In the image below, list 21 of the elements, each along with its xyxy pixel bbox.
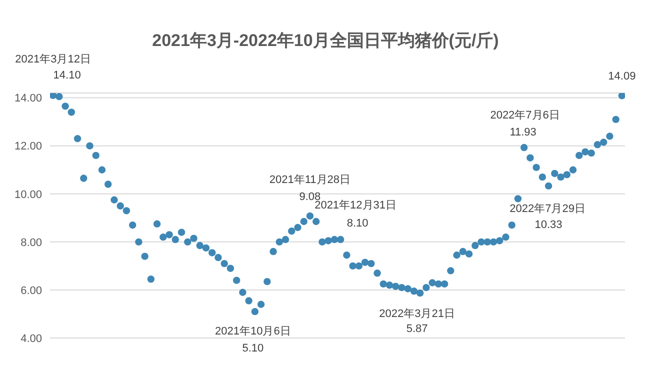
y-tick-label: 4.00 [20, 332, 42, 345]
chart-title: 2021年3月-2022年10月全国日平均猪价(元/斤) [151, 30, 500, 52]
annotation: 2022年7月29日 [510, 202, 586, 215]
data-label: 11.93 [510, 126, 536, 138]
data-label: 8.10 [346, 217, 368, 230]
y-tick-label: 8.00 [20, 236, 42, 249]
annotation: 2021年12月31日 [314, 199, 397, 212]
data-label: 5.87 [406, 322, 428, 335]
data-label: 14.09 [608, 70, 636, 83]
data-label: 10.33 [534, 218, 562, 231]
text: 2021年3月12日 [15, 53, 91, 66]
data-label: 14.10 [53, 69, 81, 82]
y-tick-label: 6.00 [20, 284, 42, 297]
annotation: 2022年3月21日 [379, 308, 455, 320]
annotation: 2021年10月6日 [215, 325, 291, 338]
y-tick-label: 12.00 [14, 140, 42, 153]
annotation: 2021年11月28日 [269, 174, 351, 186]
data-label: 5.10 [242, 342, 264, 354]
y-tick-label: 14.00 [14, 92, 42, 105]
y-tick-label: 10.00 [14, 188, 42, 201]
annotation: 2022年7月6日 [490, 109, 560, 122]
